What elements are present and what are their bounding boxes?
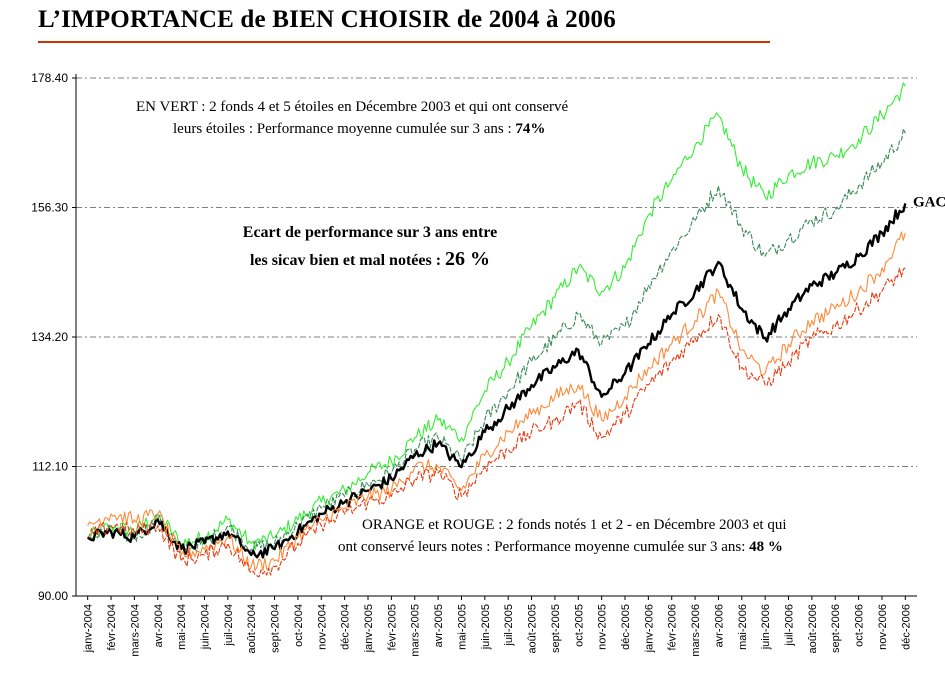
x-tick-label: sept-2004	[270, 604, 282, 653]
x-tick-label: janv-2005	[363, 604, 375, 653]
y-tick-labels: 90.00 112.10 134.20 156.30 178.40	[31, 71, 68, 603]
x-tick-label: juin-2004	[199, 604, 211, 650]
annotation-green-line1: EN VERT : 2 fonds 4 et 5 étoiles en Déce…	[136, 99, 569, 115]
series-line	[87, 231, 906, 572]
title-underline	[38, 41, 770, 43]
series-line	[87, 128, 906, 555]
page-title: L’IMPORTANCE de BIEN CHOISIR de 2004 à 2…	[38, 6, 616, 33]
annotation-orange-line1: ORANGE et ROUGE : 2 fonds notés 1 et 2 -…	[362, 517, 787, 533]
x-tick-label: sept-2006	[830, 604, 842, 653]
series-label: GAC	[913, 194, 945, 210]
x-tick-label: mars-2005	[410, 604, 422, 657]
x-tick-label: janv-2004	[83, 604, 95, 653]
x-tick-label: juil-2006	[784, 604, 796, 647]
chart-grid	[76, 77, 917, 467]
series-line	[86, 203, 907, 559]
x-tick-label: août-2006	[807, 604, 819, 654]
x-tick-label: mars-2006	[690, 604, 702, 657]
x-tick-label: oct-2006	[854, 604, 866, 647]
y-tick-label: 112.10	[32, 460, 68, 474]
x-tick-label: févr-2006	[667, 604, 679, 650]
x-tick-label: juin-2005	[480, 604, 492, 650]
x-tick-label: mars-2004	[129, 604, 141, 657]
series-labels: GAC	[913, 194, 945, 210]
x-tick-label: nov-2004	[316, 604, 328, 650]
annotation-green: EN VERT : 2 fonds 4 et 5 étoiles en Déce…	[136, 96, 568, 140]
x-tick-label: févr-2004	[106, 604, 118, 650]
annotation-gap-line2: les sicav bien et mal notées : 26 %	[205, 246, 535, 274]
x-tick-label: nov-2005	[597, 604, 609, 650]
x-tick-label: mai-2006	[737, 604, 749, 650]
y-tick-label: 178.40	[31, 71, 68, 85]
annotation-orange-text: ont conservé leurs notes : Performance m…	[338, 539, 750, 555]
x-tick-labels: janv-2004 févr-2004 mars-2004 avr-2004 mai-2…	[83, 604, 913, 657]
y-tick-label: 156.30	[31, 201, 68, 215]
chart-series	[86, 82, 907, 578]
x-tick-label: août-2004	[246, 604, 258, 654]
x-tick-label: déc-2004	[340, 604, 352, 650]
x-tick-label: déc-2005	[620, 604, 632, 650]
x-tick-label: févr-2005	[386, 604, 398, 650]
annotation-green-line2: leurs étoiles : Performance moyenne cumu…	[136, 118, 568, 140]
series-line	[87, 267, 906, 578]
x-tick-label: avr-2005	[433, 604, 445, 647]
x-tick-label: déc-2006	[900, 604, 912, 650]
x-tick-label: août-2005	[527, 604, 539, 654]
annotation-orange-line2: ont conservé leurs notes : Performance m…	[338, 536, 787, 558]
x-tick-label: juin-2006	[760, 604, 772, 650]
x-tick-label: nov-2006	[877, 604, 889, 650]
annotation-green-text: leurs étoiles : Performance moyenne cumu…	[173, 121, 516, 137]
y-tick-label: 134.20	[31, 330, 68, 344]
x-tick-label: sept-2005	[550, 604, 562, 653]
x-tick-label: oct-2005	[573, 604, 585, 647]
series-line	[87, 82, 906, 551]
annotation-gap: Ecart de performance sur 3 ans entre les…	[205, 220, 535, 274]
annotation-orange-value: 48 %	[749, 539, 783, 555]
x-tick-label: mai-2004	[176, 604, 188, 650]
x-tick-label: juil-2005	[503, 604, 515, 647]
x-tick-label: mai-2005	[456, 604, 468, 650]
annotation-gap-text: les sicav bien et mal notées :	[249, 252, 446, 269]
x-tick-label: janv-2006	[643, 604, 655, 653]
y-tick-label: 90.00	[38, 589, 68, 603]
annotation-gap-line1: Ecart de performance sur 3 ans entre	[242, 224, 498, 241]
annotation-orange: ORANGE et ROUGE : 2 fonds notés 1 et 2 -…	[338, 514, 787, 558]
chart-axes	[72, 74, 917, 600]
x-tick-label: oct-2004	[293, 604, 305, 647]
x-tick-label: avr-2004	[153, 604, 165, 647]
annotation-green-value: 74%	[515, 121, 546, 137]
x-tick-label: avr-2006	[713, 604, 725, 647]
x-tick-label: juil-2004	[223, 604, 235, 647]
annotation-gap-value: 26 %	[445, 248, 491, 270]
